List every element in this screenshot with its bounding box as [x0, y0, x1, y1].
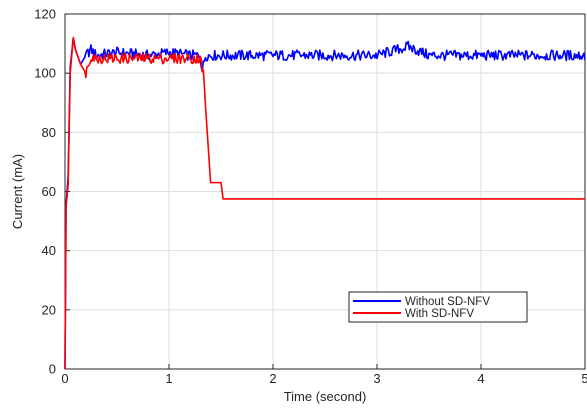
x-tick-label: 1: [165, 371, 172, 386]
y-axis-label: Current (mA): [10, 154, 25, 229]
ticks: 0 1 2 3 4 5 0 20 40 60 80 100 120: [34, 7, 587, 387]
x-tick-label: 5: [581, 371, 587, 386]
legend-label: Without SD-NFV: [405, 296, 490, 308]
y-tick-label: 20: [42, 302, 56, 317]
y-tick-label: 120: [34, 7, 56, 22]
legend-box: [348, 291, 528, 323]
series-group: [64, 36, 586, 370]
x-tick-label: 2: [269, 371, 276, 386]
series-line: [64, 36, 585, 370]
x-tick-label: 3: [373, 371, 380, 386]
x-tick-label: 4: [477, 371, 484, 386]
legend-label: With SD-NFV: [405, 308, 474, 320]
y-tick-label: 80: [42, 125, 56, 140]
series-line: [64, 36, 586, 370]
x-tick-label: 0: [61, 371, 68, 386]
y-tick-label: 0: [49, 362, 56, 377]
x-axis-label: Time (second): [284, 389, 367, 404]
y-tick-label: 60: [42, 184, 56, 199]
y-tick-label: 40: [42, 243, 56, 258]
y-tick-label: 100: [34, 66, 56, 81]
